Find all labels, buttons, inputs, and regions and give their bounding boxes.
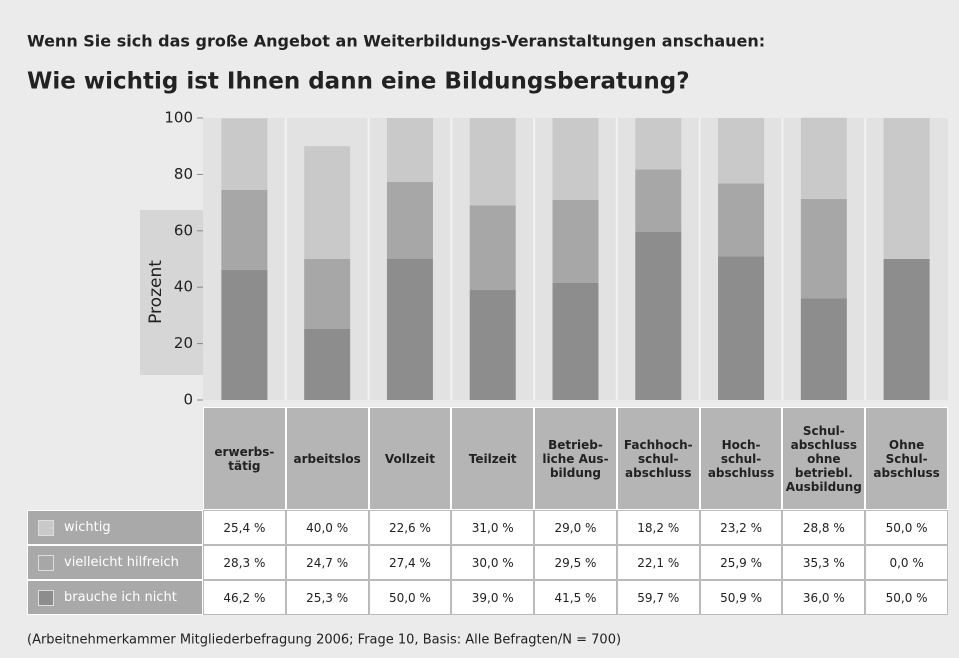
x-tick-label: Ohne Schul- abschluss [865, 407, 948, 510]
bar-segment [469, 290, 516, 400]
bar-segment [386, 259, 433, 400]
bar-segment [883, 118, 930, 259]
bar-segment [469, 205, 516, 291]
x-tick-label: Hoch- schul- abschluss [699, 407, 783, 510]
table-value: 50,9 % [699, 580, 783, 615]
bar-segment [386, 181, 433, 259]
bar-segment [221, 269, 268, 400]
table-value: 30,0 % [451, 545, 535, 580]
bar-segment [386, 118, 433, 182]
table-value: 28,3 % [203, 545, 286, 580]
bar-segment [718, 118, 765, 184]
table-value: 27,4 % [368, 545, 452, 580]
table-value: 50,0 % [865, 580, 948, 615]
table-value: 36,0 % [782, 580, 866, 615]
legend-label: brauche ich nicht [64, 590, 177, 605]
y-tick-label: 40 [174, 278, 193, 296]
table-value: 24,7 % [285, 545, 369, 580]
bar-segment [552, 199, 599, 283]
table-value: 23,2 % [699, 510, 783, 545]
table-value: 35,3 % [782, 545, 866, 580]
legend-entry: wichtig [27, 510, 203, 545]
table-value: 31,0 % [451, 510, 535, 545]
table-value: 59,7 % [616, 580, 700, 615]
table-value: 22,1 % [616, 545, 700, 580]
table-value: 29,5 % [534, 545, 617, 580]
bar-segment [635, 118, 682, 170]
bar-segment [304, 146, 351, 259]
x-tick-label: arbeitslos [285, 407, 369, 510]
bar-segment [718, 183, 765, 257]
table-value: 40,0 % [285, 510, 369, 545]
x-tick-label: Vollzeit [368, 407, 452, 510]
bar-segment [800, 198, 847, 299]
table-value: 0,0 % [865, 545, 948, 580]
x-tick-label: Betrieb- liche Aus- bildung [534, 407, 617, 510]
table-value: 41,5 % [534, 580, 617, 615]
legend-entry: brauche ich nicht [27, 580, 203, 615]
table-value: 22,6 % [368, 510, 452, 545]
bar-segment [304, 328, 351, 400]
y-tick-label: 60 [174, 221, 193, 239]
bar-segment [304, 259, 351, 329]
y-tick-label: 20 [174, 334, 193, 352]
source-note: (Arbeitnehmerkammer Mitgliederbefragung … [27, 633, 621, 648]
bar-segment [800, 298, 847, 400]
table-value: 25,4 % [203, 510, 286, 545]
table-value: 50,0 % [368, 580, 452, 615]
legend-swatch [38, 519, 54, 536]
x-tick-label: Schul- abschluss ohne betriebl. Ausbildu… [782, 407, 866, 510]
ylabel-box [140, 210, 204, 375]
x-tick-label: erwerbs- tätig [203, 407, 286, 510]
table-value: 29,0 % [534, 510, 617, 545]
legend-swatch [38, 589, 54, 606]
table-value: 39,0 % [451, 580, 535, 615]
chart-title: Wenn Sie sich das große Angebot an Weite… [27, 32, 765, 51]
y-tick-label: 80 [174, 165, 193, 183]
table-value: 46,2 % [203, 580, 286, 615]
bar-segment [552, 118, 599, 200]
bar-segment [469, 118, 516, 206]
legend-label: wichtig [64, 520, 111, 535]
bar-segment [883, 259, 930, 400]
bar-segment [800, 117, 847, 199]
table-value: 25,9 % [699, 545, 783, 580]
table-value: 28,8 % [782, 510, 866, 545]
bar-segment [635, 169, 682, 232]
table-value: 50,0 % [865, 510, 948, 545]
bar-segment [221, 118, 268, 190]
legend-swatch [38, 554, 54, 571]
y-tick-label: 0 [183, 391, 193, 409]
table-value: 18,2 % [616, 510, 700, 545]
table-value: 25,3 % [285, 580, 369, 615]
bar-segment [552, 282, 599, 400]
y-tick-label: 100 [164, 109, 193, 127]
legend-entry: vielleicht hilfreich [27, 545, 203, 580]
bar-segment [718, 256, 765, 400]
chart-subtitle: Wie wichtig ist Ihnen dann eine Bildungs… [27, 69, 690, 95]
legend-label: vielleicht hilfreich [64, 555, 179, 570]
x-tick-label: Teilzeit [451, 407, 535, 510]
x-tick-label: Fachhoch- schul- abschluss [616, 407, 700, 510]
bar-segment [221, 189, 268, 270]
bar-segment [635, 231, 682, 400]
y-axis-label: Prozent [146, 260, 166, 324]
